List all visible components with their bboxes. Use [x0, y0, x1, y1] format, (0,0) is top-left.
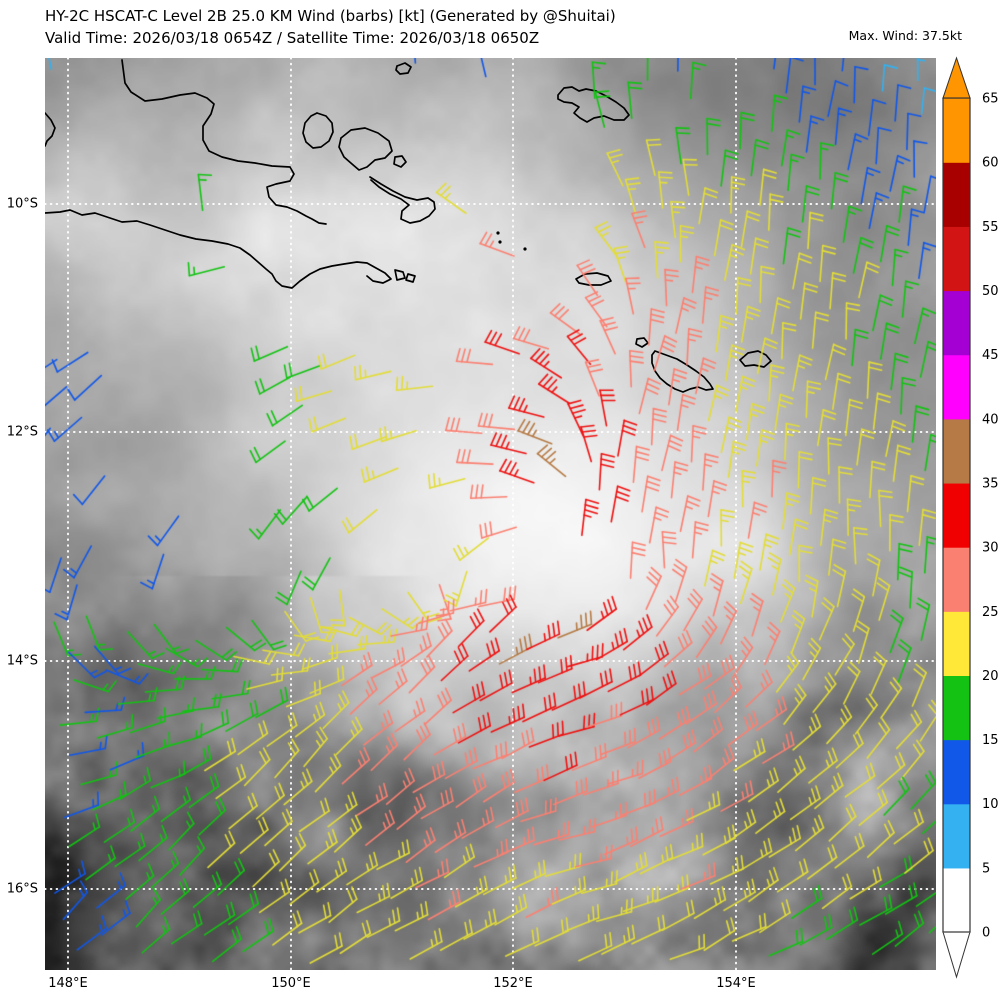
- x-tick-label: 154°E: [716, 976, 756, 991]
- satellite-map: [45, 58, 936, 970]
- colorbar-segment: [943, 482, 970, 548]
- colorbar-segment: [943, 675, 970, 741]
- colorbar-tick-label: 5: [982, 861, 990, 876]
- y-tick-label: 14°S: [6, 653, 38, 669]
- colorbar-segment: [943, 290, 970, 356]
- x-tick-label: 150°E: [271, 976, 311, 991]
- colorbar-tick-label: 40: [982, 412, 999, 427]
- colorbar-segment: [943, 418, 970, 484]
- colorbar-tick-label: 55: [982, 220, 999, 235]
- max-wind-label: Max. Wind: 37.5kt: [848, 28, 962, 43]
- colorbar-segment: [943, 803, 970, 869]
- colorbar-tick-label: 25: [982, 605, 999, 620]
- y-tick-label: 12°S: [6, 424, 38, 440]
- y-tick-label: 10°S: [6, 196, 38, 212]
- colorbar-frame: [942, 97, 971, 933]
- colorbar-tick-label: 30: [982, 541, 999, 556]
- colorbar-segment: [943, 611, 970, 676]
- map-subtitle: Valid Time: 2026/03/18 0654Z / Satellite…: [45, 29, 540, 47]
- colorbar-tick-label: 50: [982, 284, 999, 299]
- colorbar-segment: [943, 354, 970, 420]
- colorbar-bottom-arrow: [942, 931, 971, 979]
- colorbar-top-arrow: [942, 56, 971, 99]
- y-tick-label: 16°S: [6, 881, 38, 897]
- colorbar-tick-label: 15: [982, 733, 999, 748]
- colorbar-segment: [943, 547, 970, 612]
- wind-barbs-canvas: [45, 58, 936, 970]
- colorbar-tick-label: 35: [982, 476, 999, 491]
- colorbar-tick-label: 45: [982, 348, 999, 363]
- colorbar-tick-label: 10: [982, 797, 999, 812]
- x-tick-label: 152°E: [493, 976, 533, 991]
- colorbar-tick-label: 65: [982, 92, 999, 107]
- map-title: HY-2C HSCAT-C Level 2B 25.0 KM Wind (bar…: [45, 7, 616, 25]
- title-block: HY-2C HSCAT-C Level 2B 25.0 KM Wind (bar…: [45, 5, 616, 49]
- colorbar-segment: [943, 162, 970, 227]
- colorbar-tick-label: 60: [982, 156, 999, 171]
- colorbar-segment: [943, 226, 970, 292]
- colorbar: 0 5 10 15 20 25 30 35 40 45 50 55 60 65: [942, 56, 999, 979]
- x-tick-label: 148°E: [48, 976, 88, 991]
- colorbar-segment: [943, 867, 970, 933]
- colorbar-segment: [943, 98, 970, 163]
- colorbar-tick-label: 20: [982, 669, 999, 684]
- colorbar-tick-label: 0: [982, 926, 990, 941]
- colorbar-segment: [943, 739, 970, 805]
